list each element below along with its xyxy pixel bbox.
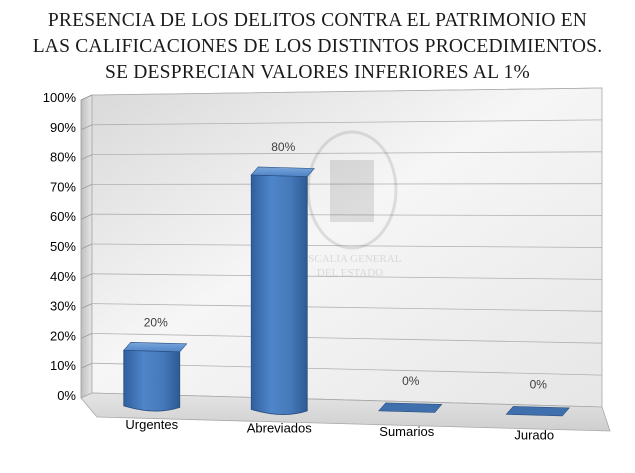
gridline-side <box>80 154 93 160</box>
gridline-side <box>80 124 93 131</box>
data-label: 0% <box>530 377 548 391</box>
y-tick-label: 0% <box>57 388 76 403</box>
y-tick-label: 70% <box>50 179 76 194</box>
watermark: FISCALIA GENERAL DEL ESTADO <box>299 130 402 279</box>
x-tick-label: Urgentes <box>125 417 178 432</box>
gridline <box>91 273 603 280</box>
gridline-side <box>80 333 93 339</box>
gridline-side <box>80 273 93 280</box>
floor <box>80 392 611 432</box>
y-tick-label: 60% <box>50 209 76 224</box>
gridline <box>91 87 603 96</box>
chart-title-line-3: SE DESPRECIAN VALORES INFERIORES AL 1% <box>105 62 530 83</box>
y-tick-label: 50% <box>50 239 76 254</box>
gridline <box>91 213 603 217</box>
watermark-seal <box>306 130 398 250</box>
x-tick-label: Abreviados <box>247 420 313 435</box>
gridline <box>91 119 603 126</box>
gridline-side <box>80 94 93 101</box>
gridline-side <box>80 213 93 220</box>
chart-title-line-1: PRESENCIA DE LOS DELITOS CONTRA EL PATRI… <box>47 10 588 31</box>
gridline-side <box>80 303 93 309</box>
bar <box>250 174 308 415</box>
watermark-shield <box>330 160 374 222</box>
y-tick-label: 40% <box>50 269 76 284</box>
gridline <box>91 243 603 248</box>
y-tick-label: 100% <box>43 90 77 105</box>
gridline-side <box>80 362 93 369</box>
y-tick-label: 20% <box>50 328 76 343</box>
chart-title-line-2: LAS CALIFICACIONES DE LOS DISTINTOS PROC… <box>32 36 603 57</box>
y-tick-label: 80% <box>50 150 76 165</box>
bar <box>378 402 443 413</box>
gridline-side <box>80 243 93 250</box>
watermark-text: DEL ESTADO <box>317 267 383 279</box>
chart-title: PRESENCIA DE LOS DELITOS CONTRA EL PATRI… <box>0 8 635 86</box>
y-tick-label: 90% <box>50 120 76 135</box>
watermark-text: FISCALIA GENERAL <box>299 253 402 265</box>
data-label: 20% <box>144 315 168 329</box>
gridline <box>91 151 603 156</box>
gridline <box>91 303 603 312</box>
y-tick-label: 10% <box>50 358 76 373</box>
gridline <box>91 183 603 185</box>
bar-top <box>123 341 188 353</box>
bar-top <box>250 166 315 177</box>
x-tick-label: Sumarios <box>379 424 434 439</box>
x-tick-label: Jurado <box>514 427 554 442</box>
gridline-side <box>80 184 93 190</box>
data-label: 0% <box>402 374 420 388</box>
data-label: 80% <box>271 140 295 154</box>
bar <box>505 406 570 417</box>
gridline <box>91 333 603 344</box>
y-tick-label: 30% <box>50 299 76 314</box>
bar <box>123 349 181 412</box>
